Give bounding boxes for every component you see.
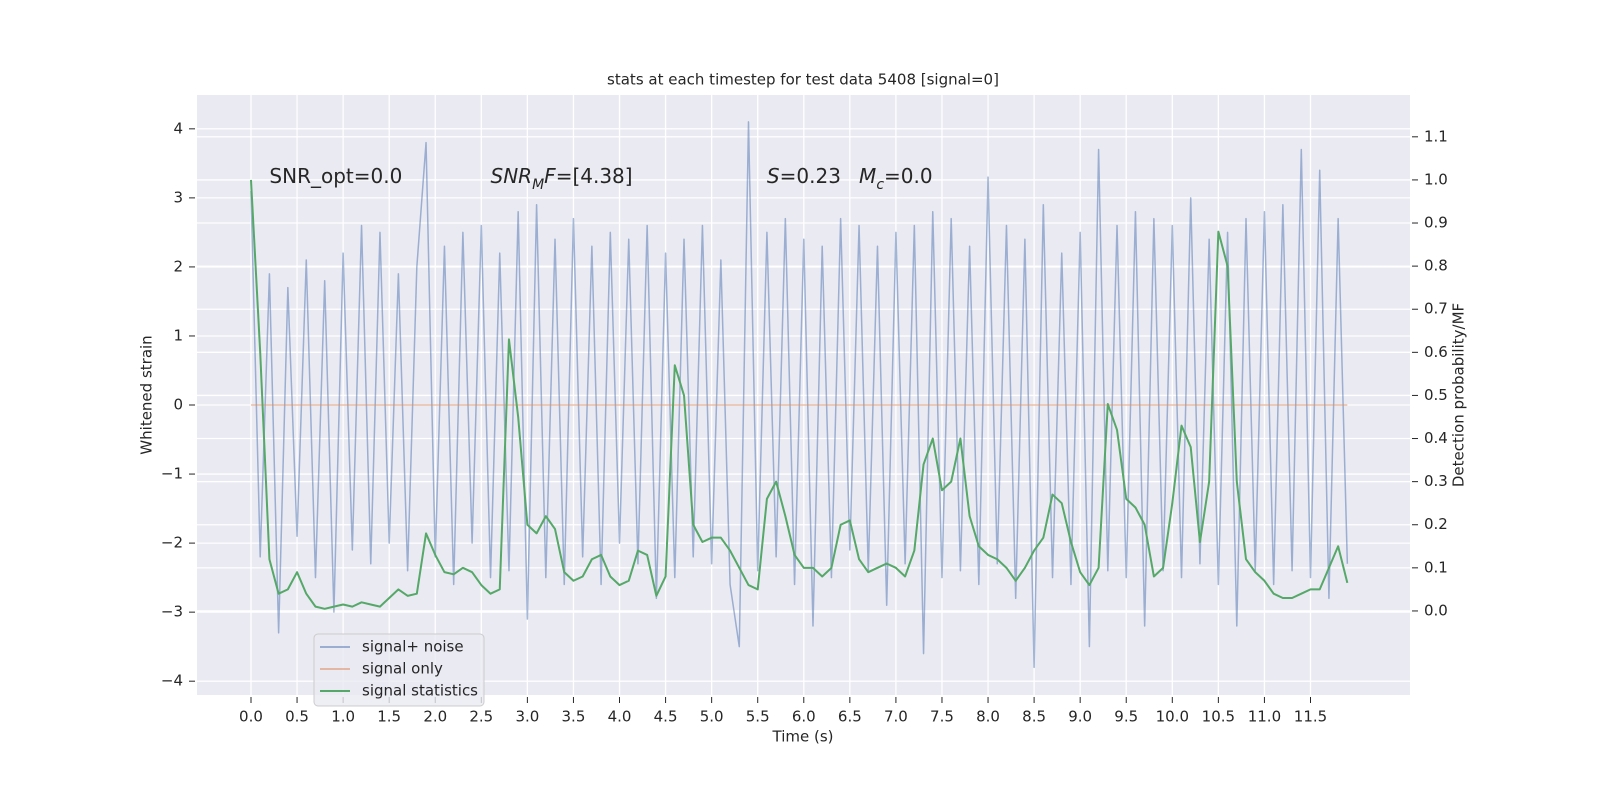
annotation-part: M [859, 164, 876, 188]
annotation-part: F [544, 164, 556, 188]
y-tick-label: −3 [161, 603, 183, 621]
x-tick-label: 3.0 [515, 708, 539, 726]
annotation: Mc=0.0 [859, 164, 933, 194]
y2-tick-label: 0.4 [1424, 429, 1448, 447]
y2-tick-label: 0.3 [1424, 472, 1448, 490]
legend-box [313, 633, 485, 707]
y2-tick-label: 0.5 [1424, 386, 1448, 404]
series-line [250, 121, 1349, 669]
annotation-part: =0.0 [884, 164, 933, 188]
x-tick-label: 11.5 [1294, 708, 1327, 726]
x-tick-label: 7.0 [884, 708, 908, 726]
annotation: SNR_opt=0.0 [269, 164, 402, 188]
y2-tick-label: 0.2 [1424, 515, 1448, 533]
x-tick-label: 7.5 [930, 708, 954, 726]
annotation-part: M [532, 177, 544, 193]
x-tick-label: 3.5 [562, 708, 586, 726]
x-tick-label: 11.0 [1248, 708, 1281, 726]
x-tick-label: 10.5 [1202, 708, 1235, 726]
y2-tick-label: 1.1 [1424, 127, 1448, 145]
chart-title: stats at each timestep for test data 540… [607, 71, 999, 89]
x-tick-label: 0.0 [239, 708, 263, 726]
y-axis-label: Whitened strain [138, 335, 156, 454]
y-tick-label: 0 [173, 396, 183, 414]
y-tick-label: 1 [173, 326, 183, 344]
y-tick-label: −4 [161, 672, 183, 690]
y-tick-label: −1 [161, 465, 183, 483]
x-tick-label: 5.5 [746, 708, 770, 726]
y2-tick-label: 0.8 [1424, 257, 1448, 275]
y2-tick-label: 0.7 [1424, 300, 1448, 318]
y-tick-label: 4 [173, 119, 183, 137]
y2-tick-label: 0.1 [1424, 558, 1448, 576]
x-tick-label: 5.0 [700, 708, 724, 726]
x-axis-label: Time (s) [772, 728, 834, 746]
annotation-part: S [767, 164, 780, 188]
legend-label: signal statistics [362, 682, 478, 700]
annotation: SNRMF=[4.38] [491, 164, 633, 194]
y2-tick-label: 1.0 [1424, 170, 1448, 188]
x-tick-label: 6.0 [792, 708, 816, 726]
x-tick-label: 1.5 [377, 708, 401, 726]
y2-tick-label: 0.6 [1424, 343, 1448, 361]
x-tick-label: 6.5 [838, 708, 862, 726]
legend-label: signal only [362, 660, 443, 678]
x-tick-label: 2.5 [469, 708, 493, 726]
annotation-part: =[4.38] [556, 164, 633, 188]
x-tick-label: 9.0 [1068, 708, 1092, 726]
annotation-part: c [876, 177, 884, 193]
annotation: S=0.23 [767, 164, 841, 188]
x-tick-label: 10.0 [1156, 708, 1189, 726]
y2-axis-label: Detection probability/MF [1450, 303, 1468, 487]
series-line [249, 179, 1349, 610]
x-tick-label: 8.5 [1022, 708, 1046, 726]
y-tick-label: −2 [161, 534, 183, 552]
y2-tick-label: 0.9 [1424, 214, 1448, 232]
legend-label: signal+ noise [362, 638, 464, 656]
y-tick-label: 3 [173, 188, 183, 206]
x-tick-label: 4.5 [654, 708, 678, 726]
annotation-part: =0.23 [780, 164, 841, 188]
x-tick-label: 9.5 [1114, 708, 1138, 726]
y-tick-label: 2 [173, 257, 183, 275]
annotation-part: SNR [491, 164, 533, 188]
x-tick-label: 4.0 [608, 708, 632, 726]
y2-tick-label: 0.0 [1424, 601, 1448, 619]
x-tick-label: 0.5 [285, 708, 309, 726]
annotation-part: SNR_opt=0.0 [269, 164, 402, 188]
x-tick-label: 1.0 [331, 708, 355, 726]
x-tick-label: 2.0 [423, 708, 447, 726]
x-tick-label: 8.0 [976, 708, 1000, 726]
